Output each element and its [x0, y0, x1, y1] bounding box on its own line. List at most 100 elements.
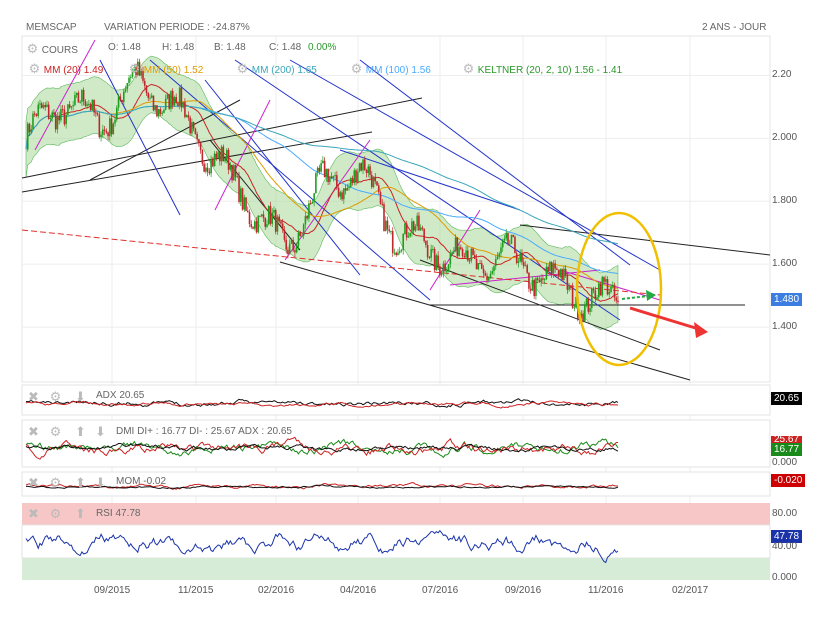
candle-body	[505, 233, 508, 239]
legend-mm20[interactable]: ⚙ MM (20) 1.49	[28, 61, 104, 76]
candle-body	[63, 109, 66, 125]
arrow-up-icon[interactable]: ⬆	[75, 424, 86, 439]
candle-body	[297, 232, 300, 247]
candle-body	[365, 170, 368, 174]
candle-body	[419, 227, 422, 231]
legend-low: B: 1.48	[214, 42, 246, 53]
candle-body	[467, 250, 469, 261]
candle-body	[122, 91, 125, 103]
candle-body	[257, 215, 260, 233]
trendline	[519, 224, 771, 256]
gear-icon[interactable]: ⚙	[462, 61, 475, 76]
candle-body	[245, 197, 247, 211]
candle-body	[515, 253, 518, 263]
candle-body	[213, 153, 216, 167]
gear-icon[interactable]: ⚙	[49, 424, 62, 439]
candle-body	[439, 266, 441, 276]
candle-body	[407, 236, 410, 238]
close-icon[interactable]: ✖	[28, 389, 39, 404]
candle-body	[491, 271, 494, 274]
candle-body	[121, 100, 123, 103]
close-icon[interactable]: ✖	[28, 475, 39, 490]
candle-body	[336, 175, 338, 188]
gear-icon[interactable]: ⚙	[350, 61, 363, 76]
gear-icon[interactable]: ⚙	[49, 506, 62, 521]
candle-body	[285, 239, 288, 250]
candle-body	[563, 268, 565, 280]
candle-body	[374, 176, 377, 182]
candle-body	[198, 139, 200, 144]
dmi-plus-line	[25, 438, 619, 459]
trendline	[359, 59, 631, 266]
candle-body	[356, 171, 359, 182]
gear-icon[interactable]: ⚙	[28, 61, 41, 76]
mm100-value: 1.56	[411, 65, 431, 76]
trendline	[419, 259, 661, 351]
candle-body	[545, 266, 548, 280]
candle-body	[449, 253, 452, 265]
variation-label: VARIATION PERIODE : -24.87%	[104, 22, 250, 33]
candle-body	[343, 188, 345, 200]
dmi-diminus-value: 25.67	[210, 426, 236, 437]
candle-body	[208, 171, 211, 174]
candle-body	[524, 265, 527, 267]
arrow-down-icon[interactable]: ⬇	[95, 475, 106, 490]
candle-body	[152, 95, 155, 111]
close-icon[interactable]: ✖	[28, 506, 39, 521]
arrow-up-icon[interactable]: ⬆	[75, 475, 86, 490]
gear-icon[interactable]: ⚙	[236, 61, 249, 76]
arrow-up-icon[interactable]: ⬆	[75, 506, 86, 521]
candle-body	[93, 99, 95, 113]
candle-body	[381, 203, 384, 205]
close-icon[interactable]: ✖	[28, 424, 39, 439]
legend-mm200[interactable]: ⚙ MM (200) 1.65	[236, 62, 317, 76]
candle-body	[557, 269, 560, 276]
candle-body	[255, 221, 258, 233]
candle-body	[206, 167, 209, 172]
candle-body	[287, 249, 289, 255]
candle-body	[454, 237, 457, 252]
candle-body	[42, 105, 45, 108]
candle-body	[542, 278, 544, 280]
legend-mm100[interactable]: ⚙ MM (100) 1.56	[350, 62, 431, 76]
candle-body	[91, 99, 94, 111]
candle-body	[224, 159, 226, 162]
candle-body	[231, 165, 233, 181]
gear-icon[interactable]: ⚙	[49, 475, 62, 490]
candle-body	[227, 149, 230, 170]
rsi-value: 47.78	[115, 508, 141, 519]
arrow-down-icon[interactable]: ⬇	[75, 389, 86, 404]
candle-body	[432, 249, 434, 251]
candle-body	[311, 201, 314, 204]
gear-icon[interactable]: ⚙	[49, 389, 62, 404]
bullish-arrowhead	[646, 290, 656, 301]
price-tick: 1.800	[772, 195, 798, 207]
gear-icon[interactable]: ⚙	[128, 61, 141, 76]
candle-body	[171, 90, 174, 106]
candle-body	[423, 228, 425, 242]
candle-body	[322, 160, 324, 164]
adx-signal-line	[25, 400, 619, 409]
legend-keltner[interactable]: ⚙ KELTNER (20, 2, 10) 1.56 - 1.41	[462, 62, 622, 76]
arrow-down-icon[interactable]: ⬇	[95, 424, 106, 439]
trendline	[99, 59, 181, 216]
gear-icon[interactable]: ⚙	[26, 41, 39, 56]
candle-body	[355, 170, 357, 182]
candle-body	[461, 248, 464, 257]
candle-body	[107, 132, 109, 137]
candle-body	[124, 89, 127, 92]
candle-body	[290, 240, 293, 244]
candle-body	[46, 104, 48, 108]
legend-mm50[interactable]: ⚙ MM (50) 1.52	[128, 61, 204, 76]
candle-body	[140, 71, 143, 76]
mom-label: MOM	[116, 476, 141, 487]
candle-body	[28, 123, 31, 133]
candle-body	[250, 224, 253, 228]
candle-body	[430, 249, 432, 258]
candle-body	[116, 107, 118, 120]
candle-body	[226, 149, 228, 160]
candle-body	[51, 112, 53, 118]
candle-body	[596, 297, 598, 299]
time-tick: 09/2015	[94, 585, 131, 596]
candle-body	[447, 264, 450, 272]
